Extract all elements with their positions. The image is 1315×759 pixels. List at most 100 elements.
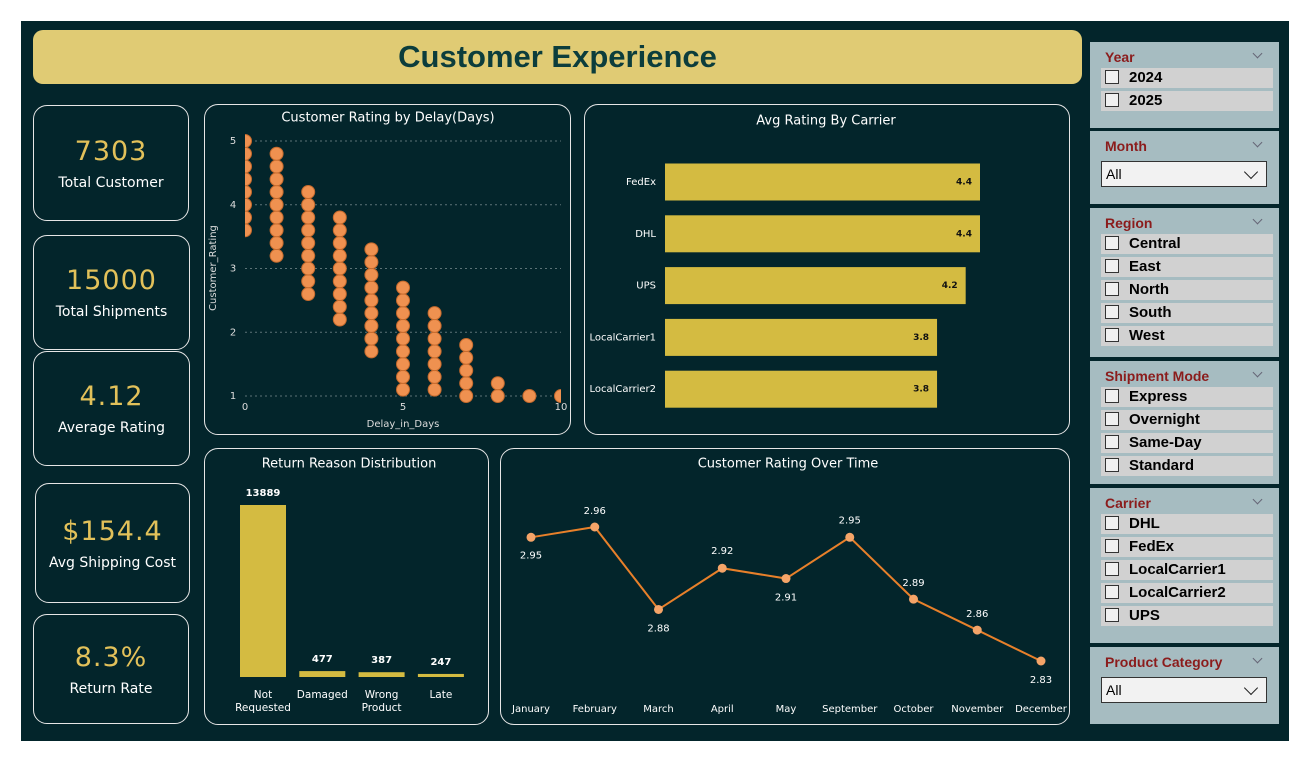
slicer-item[interactable]: FedEx xyxy=(1101,537,1273,557)
slicer-item[interactable]: DHL xyxy=(1101,514,1273,534)
slicer-title: Shipment Mode xyxy=(1105,368,1210,384)
checkbox[interactable] xyxy=(1105,328,1119,342)
slicer-item[interactable]: Same-Day xyxy=(1101,433,1273,453)
bar xyxy=(299,671,346,677)
slicer-item[interactable]: LocalCarrier2 xyxy=(1101,583,1273,603)
checkbox[interactable] xyxy=(1105,93,1119,107)
point xyxy=(490,376,505,391)
y-tick-label: 2 xyxy=(230,327,236,338)
chart-title: Return Reason Distribution xyxy=(262,457,437,472)
checkbox[interactable] xyxy=(1105,389,1119,403)
kpi-value: 8.3% xyxy=(74,641,148,673)
point xyxy=(364,331,379,346)
point xyxy=(781,574,791,584)
point xyxy=(396,382,410,397)
y-tick-label: 5 xyxy=(230,136,236,147)
x-tick-label: March xyxy=(643,704,673,715)
point xyxy=(654,604,663,614)
data-label: 2.86 xyxy=(966,609,988,620)
point xyxy=(301,236,316,250)
checkbox[interactable] xyxy=(1105,435,1119,449)
points xyxy=(245,134,561,403)
checkbox[interactable] xyxy=(1105,282,1119,296)
point xyxy=(332,236,347,250)
point xyxy=(364,267,379,282)
point xyxy=(459,389,474,403)
point xyxy=(301,223,316,238)
point xyxy=(972,625,982,635)
checkbox[interactable] xyxy=(1105,539,1119,553)
y-tick-label: LocalCarrier2 xyxy=(590,384,656,395)
slicer-item[interactable]: Central xyxy=(1101,234,1273,254)
slicer: Month All xyxy=(1090,131,1279,204)
chart-panel xyxy=(204,104,571,435)
checkbox[interactable] xyxy=(1105,259,1119,273)
slicer-item[interactable]: LocalCarrier1 xyxy=(1101,560,1273,580)
slicer-title: Year xyxy=(1105,49,1135,65)
point xyxy=(332,261,347,276)
data-label: 2.89 xyxy=(902,578,924,589)
point xyxy=(245,134,252,148)
data-label: 4.4 xyxy=(956,229,972,239)
point xyxy=(332,287,347,301)
checkbox[interactable] xyxy=(1105,70,1119,84)
checkbox[interactable] xyxy=(1105,562,1119,576)
data-label: 477 xyxy=(312,654,333,665)
x-tick-label: October xyxy=(893,704,934,715)
slicer-item[interactable]: South xyxy=(1101,303,1273,323)
slicer-item[interactable]: North xyxy=(1101,280,1273,300)
point xyxy=(332,223,347,238)
checkbox[interactable] xyxy=(1105,458,1119,472)
point xyxy=(245,159,252,174)
x-tick-label: Damaged xyxy=(296,689,348,701)
point xyxy=(245,210,252,225)
kpi-label: Total Customer xyxy=(58,174,164,191)
slicer-item[interactable]: Express xyxy=(1101,387,1273,407)
slicer-item[interactable]: UPS xyxy=(1101,606,1273,626)
data-label: 2.83 xyxy=(1030,675,1052,686)
point xyxy=(459,350,474,365)
checkbox[interactable] xyxy=(1105,608,1119,622)
point xyxy=(459,338,474,352)
x-tick-label: May xyxy=(776,704,797,715)
data-label: 3.8 xyxy=(913,333,929,343)
dropdown[interactable]: All xyxy=(1101,677,1267,703)
data-label: 4.4 xyxy=(956,178,972,188)
checkbox[interactable] xyxy=(1105,516,1119,530)
slicer-item[interactable]: Overnight xyxy=(1101,410,1273,430)
point xyxy=(269,210,284,225)
dashboard-background xyxy=(21,21,1289,741)
x-tick-label: Wrong Product xyxy=(361,689,402,714)
point xyxy=(364,293,379,308)
point xyxy=(301,197,316,212)
slicer-item[interactable]: West xyxy=(1101,326,1273,346)
checkbox[interactable] xyxy=(1105,585,1119,599)
y-tick-label: DHL xyxy=(635,229,656,240)
dropdown[interactable]: All xyxy=(1101,161,1267,187)
checkbox[interactable] xyxy=(1105,412,1119,426)
kpi-label: Return Rate xyxy=(69,680,153,697)
point xyxy=(364,318,379,333)
bar xyxy=(417,673,464,677)
point xyxy=(396,369,410,384)
slicer-item[interactable]: East xyxy=(1101,257,1273,277)
checkbox[interactable] xyxy=(1105,305,1119,319)
point xyxy=(269,185,284,199)
y-axis-label: Customer_Rating xyxy=(208,225,219,311)
slicer-item[interactable]: Standard xyxy=(1101,456,1273,476)
slicer-item[interactable]: 2025 xyxy=(1101,91,1273,111)
point xyxy=(845,532,855,542)
point xyxy=(526,532,536,542)
x-tick-label: December xyxy=(1015,704,1068,715)
point xyxy=(301,261,316,276)
slicer-item-label: Central xyxy=(1129,235,1181,252)
checkbox[interactable] xyxy=(1105,236,1119,250)
point xyxy=(301,185,316,199)
bar xyxy=(665,370,938,408)
slicer: Year 2024 2025 xyxy=(1090,42,1279,128)
dashboard-title: Customer Experience xyxy=(398,39,717,74)
bar xyxy=(665,267,966,305)
point xyxy=(396,293,410,308)
point xyxy=(364,306,379,321)
slicer-item[interactable]: 2024 xyxy=(1101,68,1273,88)
